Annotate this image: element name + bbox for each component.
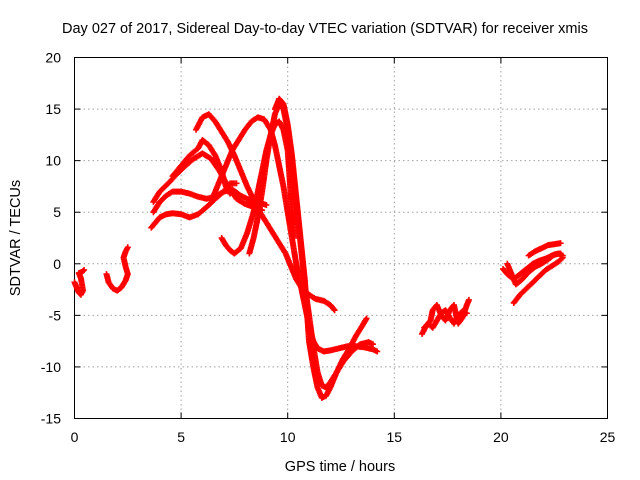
y-tick-label: 5 bbox=[53, 204, 61, 220]
y-tick-label: 0 bbox=[53, 256, 61, 272]
data-point bbox=[330, 306, 337, 313]
y-tick-label: -10 bbox=[41, 359, 61, 375]
data-point bbox=[559, 254, 566, 261]
series-trace-13 bbox=[421, 307, 470, 331]
x-axis-label: GPS time / hours bbox=[285, 459, 395, 475]
data-point bbox=[81, 266, 88, 273]
y-tick-label: -15 bbox=[41, 411, 61, 427]
series-trace-17 bbox=[525, 240, 564, 259]
x-tick-label: 5 bbox=[177, 429, 185, 445]
x-tick-label: 10 bbox=[280, 429, 296, 445]
x-tick-labels: 0 5 10 15 20 25 bbox=[71, 429, 616, 445]
data-point bbox=[374, 348, 381, 355]
data-point bbox=[80, 268, 87, 275]
y-tick-label: 20 bbox=[45, 50, 61, 66]
data-point bbox=[369, 341, 376, 348]
data-point bbox=[331, 307, 338, 314]
data-point bbox=[227, 190, 234, 197]
x-tick-label: 20 bbox=[493, 429, 509, 445]
data-point bbox=[557, 240, 564, 247]
series-trace-1 bbox=[71, 266, 88, 298]
series-trace-11 bbox=[271, 95, 370, 401]
data-point bbox=[557, 250, 564, 257]
data-point bbox=[263, 201, 270, 208]
data-point bbox=[363, 315, 370, 322]
data-point bbox=[465, 296, 472, 303]
data-marks bbox=[71, 95, 566, 401]
x-tick-label: 25 bbox=[600, 429, 616, 445]
y-axis-label: SDTVAR / TECUs bbox=[8, 180, 24, 296]
x-tick-label: 15 bbox=[387, 429, 403, 445]
data-point bbox=[124, 244, 131, 251]
chart-title: Day 027 of 2017, Sidereal Day-to-day VTE… bbox=[62, 21, 588, 37]
data-point bbox=[233, 180, 240, 187]
data-point bbox=[463, 310, 470, 317]
y-tick-label: 10 bbox=[45, 153, 61, 169]
series-trace-12 bbox=[419, 296, 472, 337]
data-point bbox=[558, 255, 565, 262]
y-tick-label: -5 bbox=[49, 307, 62, 323]
axis-ticks bbox=[74, 57, 608, 419]
y-tick-labels: 20 15 10 5 0 -5 -10 -15 bbox=[41, 50, 61, 427]
x-tick-label: 0 bbox=[71, 429, 79, 445]
series-trace-16 bbox=[504, 250, 564, 288]
series-trace-2 bbox=[103, 244, 131, 294]
series-trace-15 bbox=[510, 254, 566, 306]
y-tick-label: 15 bbox=[45, 101, 61, 117]
plot-frame bbox=[74, 57, 608, 419]
